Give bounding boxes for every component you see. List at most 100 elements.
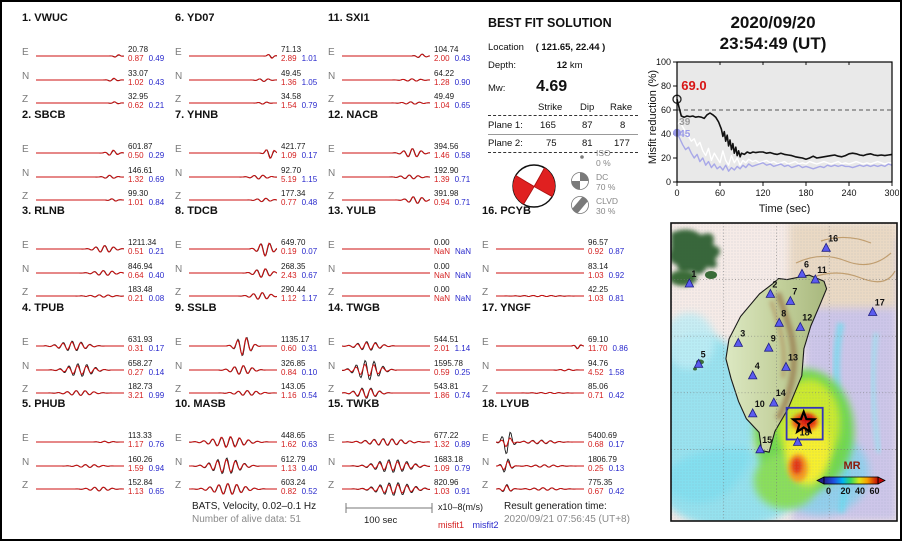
station-block-tpub: 4. TPUB E 631.93 0.31 0.17 N 658.27 0.27 0.14… [16, 300, 168, 400]
trace-values: 92.70 5.19 1.15 [281, 166, 325, 184]
trace-values: 5400.69 0.68 0.17 [588, 431, 632, 449]
svg-text:6: 6 [804, 259, 809, 269]
station-triangle-icon [763, 342, 774, 352]
component-label-z: Z [22, 94, 29, 105]
trace-misfit2: NaN [455, 294, 472, 303]
map-station-12: 12 [795, 313, 812, 331]
trace-amplitude: 1806.79 [588, 454, 617, 464]
epicenter-inset-box [785, 406, 824, 441]
svg-text:40: 40 [661, 129, 671, 139]
station-title: 5. PHUB [22, 398, 66, 410]
event-datetime: 2020/09/20 23:54:49 (UT) [647, 12, 899, 54]
map-station-17: 17 [867, 298, 885, 316]
trace-amplitude: 143.05 [281, 382, 306, 391]
component-label-n: N [175, 70, 183, 82]
trace-values: 96.57 0.92 0.87 [588, 238, 632, 256]
trace-amplitude: 5400.69 [588, 431, 617, 440]
trace-misfit1: NaN [434, 247, 451, 256]
trace-misfit2: 0.94 [148, 463, 165, 473]
component-label-e: E [328, 337, 335, 348]
svg-text:0: 0 [674, 188, 679, 198]
trace-misfit1: 0.31 [128, 344, 144, 353]
station-title: 18. LYUB [482, 398, 530, 410]
waveform-trace [36, 54, 124, 58]
waveform-trace [496, 368, 584, 371]
svg-text:13: 13 [788, 353, 798, 363]
trace-misfit2: 0.21 [148, 101, 165, 110]
svg-text:240: 240 [841, 188, 856, 198]
svg-text:60: 60 [715, 188, 725, 198]
station-title: 11. SXI1 [328, 12, 370, 24]
station-triangle-icon [774, 317, 785, 327]
epicenter-star-icon [790, 408, 818, 435]
waveform-trace [189, 291, 277, 300]
svg-text:15: 15 [762, 435, 772, 445]
misfit1-legend: misfit1 [438, 520, 465, 530]
trace-misfit2: 0.25 [454, 367, 471, 377]
component-label-e: E [175, 47, 182, 58]
waveform-trace [189, 174, 277, 179]
component-label-z: Z [482, 287, 489, 298]
trace-misfit1: 1.32 [128, 174, 144, 184]
waveform-trace [342, 295, 430, 297]
trace-misfit1: 0.19 [281, 247, 297, 256]
trace-misfit1: 0.92 [588, 247, 604, 256]
location-label: Location [488, 42, 524, 53]
trace-amplitude: 96.57 [588, 238, 609, 247]
waveform-trace [189, 242, 277, 258]
station-triangle-icon [733, 337, 744, 347]
waveform-trace [189, 101, 277, 105]
trace-misfit2: 0.99 [148, 391, 165, 400]
trace-misfit1: 0.77 [281, 198, 297, 207]
waveform-trace [189, 364, 277, 375]
trace-misfit2: 0.14 [148, 367, 165, 377]
trace-misfit2: 0.08 [148, 294, 165, 303]
station-triangle-icon [797, 268, 807, 278]
component-label-n: N [482, 456, 490, 468]
map-grid [671, 223, 897, 521]
trace-misfit1: 5.19 [281, 174, 297, 184]
trace-values: 104.74 2.00 0.43 [434, 45, 478, 63]
trace-amplitude: 775.35 [588, 478, 613, 487]
event-date: 2020/09/20 [730, 13, 816, 32]
trace-misfit1: 2.43 [281, 270, 297, 280]
time-scalebar [345, 503, 433, 513]
trace-misfit1: 1.86 [434, 391, 450, 400]
trace-misfit1: 1.03 [434, 487, 450, 496]
trace-misfit2: 0.13 [608, 463, 625, 473]
waveform-trace [342, 272, 430, 273]
trace-amplitude: 42.25 [588, 285, 609, 294]
trace-misfit1: 2.89 [281, 54, 297, 63]
trace-misfit2: 0.54 [301, 391, 318, 400]
station-title: 10. MASB [175, 398, 226, 410]
trace-amplitude: 177.34 [281, 189, 306, 198]
trace-values: 85.06 0.71 0.42 [588, 382, 632, 400]
component-label-z: Z [22, 384, 29, 395]
station-triangle-icon [867, 306, 878, 316]
station-block-sbcb: 2. SBCB E 601.87 0.50 0.29 N 146.61 1.32 0.69… [16, 107, 168, 207]
trace-misfit2: NaN [455, 247, 472, 256]
svg-text:10: 10 [755, 399, 765, 409]
station-title: 16. PCYB [482, 205, 531, 217]
trace-misfit1: 1.62 [281, 440, 297, 449]
trace-values: 64.22 1.28 0.90 [434, 69, 478, 87]
station-triangle-icon [693, 358, 704, 368]
waveform-trace [496, 272, 584, 273]
station-block-pcyb: 16. PCYB E 96.57 0.92 0.87 N 83.14 1.03 0.92 Z… [476, 203, 628, 303]
svg-text:17: 17 [875, 298, 885, 308]
trace-amplitude: 113.33 [128, 431, 152, 440]
station-title: 15. TWKB [328, 398, 380, 410]
waveform-trace [342, 248, 430, 250]
svg-text:5: 5 [701, 349, 706, 359]
trace-amplitude: 601.87 [128, 142, 153, 151]
generation-time-value: 2020/09/21 07:56:45 (UT+8) [504, 514, 630, 525]
waveform-trace [36, 362, 124, 377]
station-triangle-icon [747, 370, 758, 380]
trace-values: 1595.78 0.59 0.25 [434, 359, 478, 377]
svg-text:18: 18 [800, 428, 810, 438]
trace-misfit2: 0.52 [301, 487, 318, 496]
depth-unit: km [569, 60, 583, 71]
component-label-z: Z [328, 191, 335, 202]
trace-amplitude: 49.49 [434, 92, 455, 101]
trace-misfit1: 0.87 [128, 54, 144, 63]
